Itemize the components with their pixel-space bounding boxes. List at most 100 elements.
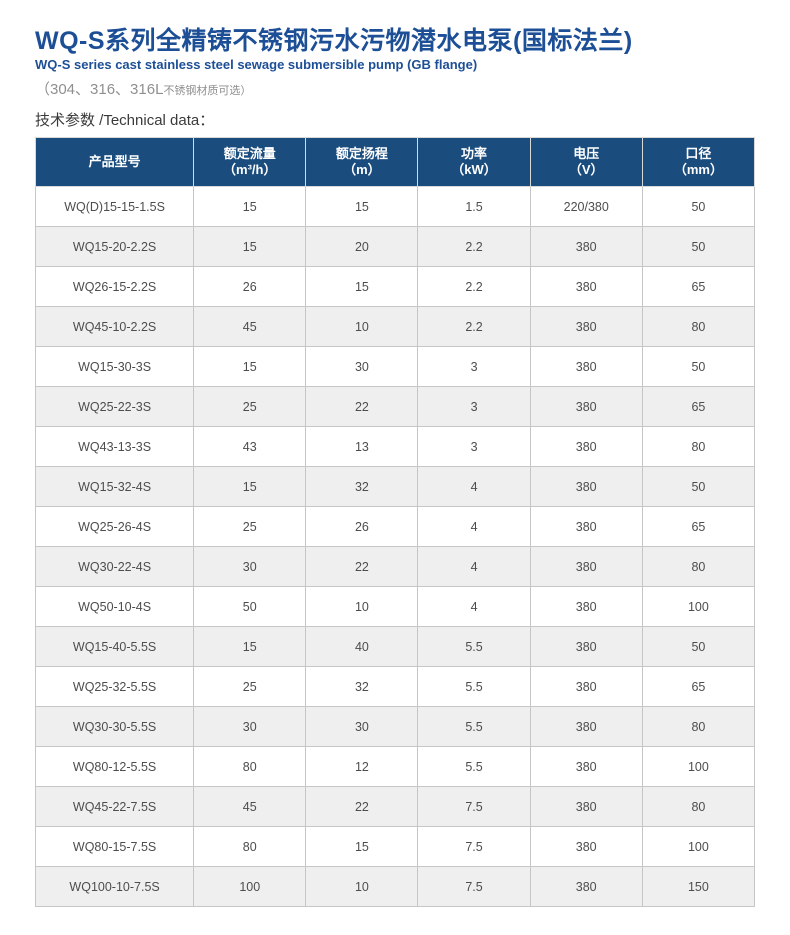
table-cell: 30: [193, 706, 307, 747]
table-cell: 22: [305, 386, 419, 427]
table-cell: 380: [529, 666, 643, 707]
table-cell: 65: [641, 386, 756, 427]
table-cell: 45: [193, 306, 307, 347]
table-cell: 5.5: [417, 666, 531, 707]
table-cell: 380: [529, 266, 643, 307]
table-cell: WQ15-20-2.2S: [34, 226, 195, 267]
table-cell: 30: [305, 346, 419, 387]
table-row: WQ25-26-4S 25 26 4 380 65: [34, 506, 756, 547]
table-cell: 25: [193, 666, 307, 707]
column-header-3: 功率 （kW）: [417, 137, 531, 187]
table-cell: 3: [417, 426, 531, 467]
table-row: WQ26-15-2.2S 26 15 2.2 380 65: [34, 266, 756, 307]
table-cell: 15: [305, 266, 419, 307]
table-cell: 15: [305, 826, 419, 867]
table-cell: WQ(D)15-15-1.5S: [34, 186, 195, 227]
table-row: WQ43-13-3S 43 13 3 380 80: [34, 426, 756, 467]
table-cell: 80: [193, 746, 307, 787]
table-cell: WQ15-30-3S: [34, 346, 195, 387]
table-cell: 10: [305, 866, 419, 907]
table-cell: 380: [529, 226, 643, 267]
table-cell: 150: [641, 866, 756, 907]
table-row: WQ(D)15-15-1.5S 15 15 1.5 220/380 50: [34, 186, 756, 227]
table-cell: 80: [641, 706, 756, 747]
table-cell: 7.5: [417, 866, 531, 907]
column-header-0: 产品型号: [34, 137, 195, 187]
table-cell: 4: [417, 506, 531, 547]
table-cell: 26: [305, 506, 419, 547]
table-cell: 7.5: [417, 826, 531, 867]
table-cell: 50: [641, 626, 756, 667]
table-cell: 32: [305, 666, 419, 707]
table-body: WQ(D)15-15-1.5S 15 15 1.5 220/380 50 WQ15-20-2…: [34, 186, 756, 907]
table-row: WQ30-30-5.5S 30 30 5.5 380 80: [34, 706, 756, 747]
table-cell: 10: [305, 586, 419, 627]
table-cell: WQ15-32-4S: [34, 466, 195, 507]
table-cell: 380: [529, 306, 643, 347]
table-cell: 380: [529, 866, 643, 907]
table-cell: 380: [529, 346, 643, 387]
table-cell: 50: [641, 346, 756, 387]
table-cell: WQ15-40-5.5S: [34, 626, 195, 667]
table-row: WQ25-32-5.5S 25 32 5.5 380 65: [34, 666, 756, 707]
table-cell: 65: [641, 506, 756, 547]
table-cell: 2.2: [417, 266, 531, 307]
table-cell: 4: [417, 586, 531, 627]
table-cell: WQ80-12-5.5S: [34, 746, 195, 787]
table-row: WQ45-10-2.2S 45 10 2.2 380 80: [34, 306, 756, 347]
table-cell: 50: [193, 586, 307, 627]
table-cell: 380: [529, 826, 643, 867]
table-cell: 22: [305, 786, 419, 827]
table-row: WQ30-22-4S 30 22 4 380 80: [34, 546, 756, 587]
table-cell: 26: [193, 266, 307, 307]
table-cell: 4: [417, 466, 531, 507]
table-cell: 65: [641, 266, 756, 307]
column-header-4: 电压 （V）: [529, 137, 643, 187]
table-cell: WQ25-26-4S: [34, 506, 195, 547]
material-note: （304、316、316L不锈钢材质可选）: [35, 81, 755, 100]
table-cell: 22: [305, 546, 419, 587]
table-cell: 220/380: [529, 186, 643, 227]
technical-data-table: 产品型号 额定流量 （m³/h） 额定扬程 （m） 功率 （kW） 电压 （V） 口径 （mm） W…: [34, 137, 756, 907]
table-cell: 65: [641, 666, 756, 707]
table-cell: 380: [529, 546, 643, 587]
table-cell: 380: [529, 386, 643, 427]
table-cell: 50: [641, 186, 756, 227]
table-cell: 80: [641, 426, 756, 467]
table-cell: 100: [641, 586, 756, 627]
table-cell: 15: [305, 186, 419, 227]
table-row: WQ45-22-7.5S 45 22 7.5 380 80: [34, 786, 756, 827]
table-cell: WQ43-13-3S: [34, 426, 195, 467]
table-cell: 5.5: [417, 706, 531, 747]
table-row: WQ25-22-3S 25 22 3 380 65: [34, 386, 756, 427]
table-cell: 2.2: [417, 306, 531, 347]
table-cell: 43: [193, 426, 307, 467]
table-cell: 45: [193, 786, 307, 827]
table-cell: 2.2: [417, 226, 531, 267]
page-subtitle: WQ-S series cast stainless steel sewage …: [35, 57, 478, 72]
table-cell: 1.5: [417, 186, 531, 227]
column-header-1: 额定流量 （m³/h）: [193, 137, 307, 187]
table-cell: 25: [193, 386, 307, 427]
table-cell: 100: [641, 746, 756, 787]
table-cell: 380: [529, 626, 643, 667]
table-cell: WQ80-15-7.5S: [34, 826, 195, 867]
table-cell: 380: [529, 426, 643, 467]
table-row: WQ80-12-5.5S 80 12 5.5 380 100: [34, 746, 756, 787]
table-header-row: 产品型号 额定流量 （m³/h） 额定扬程 （m） 功率 （kW） 电压 （V） 口径 （mm）: [34, 137, 756, 187]
table-cell: 80: [641, 546, 756, 587]
table-row: WQ15-20-2.2S 15 20 2.2 380 50: [34, 226, 756, 267]
table-cell: 3: [417, 386, 531, 427]
table-cell: 380: [529, 746, 643, 787]
table-cell: 15: [193, 466, 307, 507]
table-cell: WQ26-15-2.2S: [34, 266, 195, 307]
table-cell: WQ100-10-7.5S: [34, 866, 195, 907]
table-cell: 40: [305, 626, 419, 667]
table-cell: WQ25-22-3S: [34, 386, 195, 427]
table-cell: 380: [529, 506, 643, 547]
table-cell: 5.5: [417, 626, 531, 667]
table-cell: 30: [193, 546, 307, 587]
table-row: WQ15-30-3S 15 30 3 380 50: [34, 346, 756, 387]
table-row: WQ80-15-7.5S 80 15 7.5 380 100: [34, 826, 756, 867]
